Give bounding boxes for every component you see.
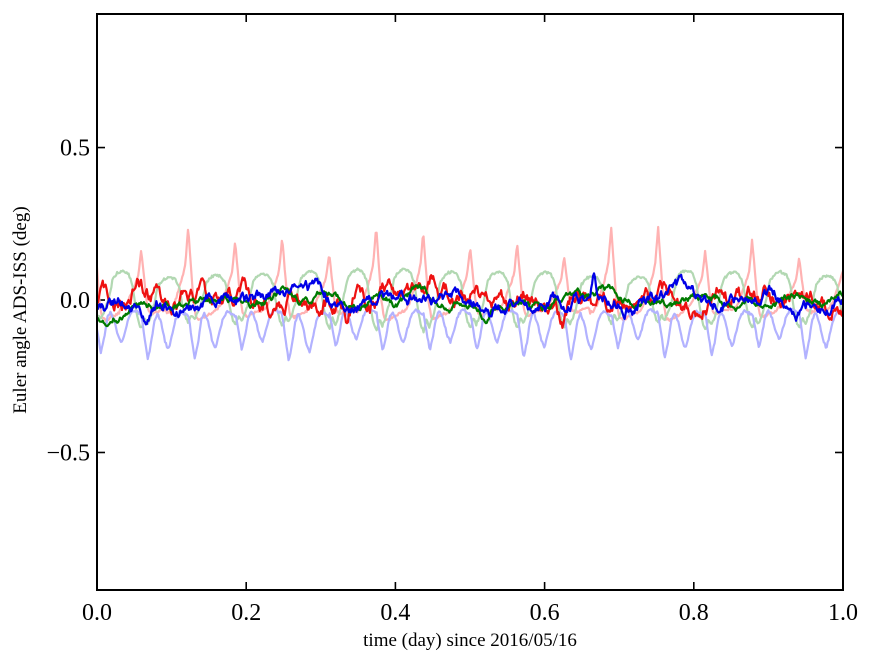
series-line-blue-noisy <box>97 272 843 326</box>
x-axis-label: time (day) since 2016/05/16 <box>363 630 577 651</box>
x-tick-label: 0.0 <box>82 600 112 626</box>
plot-border <box>96 13 844 591</box>
x-tick-label: 0.4 <box>380 600 410 626</box>
x-tick-label: 1.0 <box>828 600 858 626</box>
y-tick-label: −0.5 <box>46 440 90 466</box>
x-tick-label: 0.8 <box>679 600 709 626</box>
y-tick-label: 0.0 <box>60 288 90 314</box>
x-tick-label: 0.2 <box>231 600 261 626</box>
y-tick-label: 0.5 <box>60 136 90 162</box>
x-tick-label: 0.6 <box>530 600 560 626</box>
y-axis-label: Euler angle ADS-ISS (deg) <box>10 206 31 414</box>
series-line-red-noisy <box>97 274 843 329</box>
series-line-pale-blue-oscillation <box>97 307 843 362</box>
